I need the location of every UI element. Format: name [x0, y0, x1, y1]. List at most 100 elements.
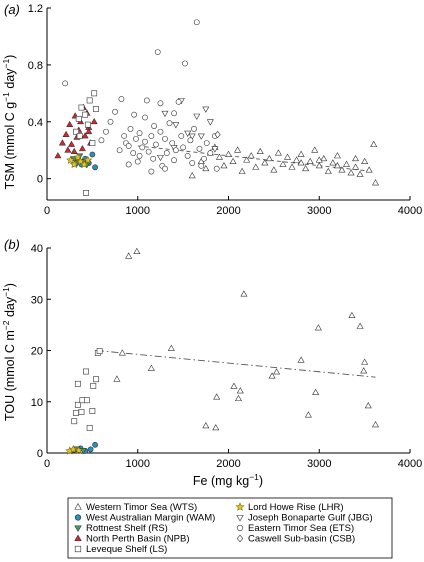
data-point-ets	[171, 157, 177, 164]
panel-b: (b) 0 10 20 30 40 0 1000 2000 3000 4000 TOU (mmol…	[1, 237, 422, 488]
data-point-wts	[347, 169, 355, 176]
legend: Western Timor Sea (WTS)West Australian M…	[67, 497, 393, 559]
data-point-lhr	[83, 155, 93, 164]
data-point-ets	[121, 133, 128, 139]
x-tick-label: 0	[44, 205, 50, 217]
data-point-wts	[364, 402, 372, 409]
panel-b-x-axis-label: Fe (mg kg−1)	[193, 472, 263, 488]
data-point-wts	[188, 172, 196, 179]
data-point-wts	[348, 311, 356, 319]
data-point-ets	[148, 133, 155, 139]
y-tick-label: 10	[31, 397, 43, 409]
data-point-ls	[74, 380, 81, 387]
data-point-npb	[54, 152, 62, 159]
data-point-wts	[370, 140, 378, 147]
data-point-ls	[76, 133, 83, 139]
data-point-ets	[98, 137, 105, 144]
data-point-ets	[203, 140, 210, 147]
data-point-ls	[89, 140, 96, 147]
data-point-wam	[92, 164, 98, 171]
data-point-ets	[143, 97, 150, 104]
y-tick-label: 0.4	[28, 117, 43, 129]
data-point-ets	[136, 130, 143, 137]
data-point-wam	[92, 441, 98, 448]
data-point-wts	[333, 162, 341, 169]
data-point-wts	[147, 364, 155, 371]
legend-marker-npb	[74, 534, 82, 542]
panel-b-y-axis-label: TOU (mmol C m−2 day−1)	[1, 283, 17, 421]
data-point-ets	[151, 123, 157, 129]
data-point-ets	[171, 110, 177, 117]
data-point-ets	[189, 160, 196, 166]
data-point-jbg	[211, 146, 219, 153]
data-point-wts	[212, 424, 220, 431]
data-point-ets	[157, 128, 164, 135]
panel-a-label: (a)	[4, 2, 20, 17]
data-point-wts	[118, 349, 126, 356]
data-point-wts	[324, 167, 332, 174]
data-point-wts	[234, 146, 242, 153]
trend-line	[137, 145, 374, 173]
data-point-wts	[265, 154, 273, 162]
x-tick-label: 0	[44, 458, 50, 470]
data-point-wts	[243, 156, 251, 163]
data-point-wts	[133, 247, 141, 254]
data-point-wts	[240, 290, 248, 297]
legend-label-npb: North Perth Basin (NPB)	[86, 534, 189, 545]
data-point-wts	[167, 344, 175, 351]
data-point-ets	[157, 100, 164, 107]
data-point-wts	[333, 152, 341, 159]
data-point-wts	[213, 393, 221, 400]
legend-marker-jbg	[236, 514, 244, 522]
data-point-wts	[234, 394, 242, 402]
data-point-ets	[125, 143, 132, 149]
data-point-ets	[175, 98, 182, 105]
data-point-lhr	[79, 159, 89, 169]
x-tick-label: 1000	[126, 205, 150, 217]
data-point-wts	[238, 167, 246, 174]
data-point-ls	[83, 368, 89, 375]
y-tick-label: 0	[37, 174, 43, 186]
legend-marker-ls	[74, 545, 82, 553]
legend-marker-wts	[74, 502, 82, 510]
data-point-wts	[338, 166, 346, 173]
data-point-ets	[154, 49, 161, 55]
x-tick-label: 3000	[307, 205, 331, 217]
data-point-ls	[78, 104, 85, 111]
data-point-ets	[142, 138, 148, 145]
data-point-ets	[196, 145, 203, 152]
x-tick-label: 4000	[398, 205, 422, 217]
data-point-wts	[113, 375, 121, 382]
data-point-wts	[202, 422, 210, 429]
data-point-wts	[360, 367, 368, 374]
data-point-wts	[329, 159, 337, 166]
data-point-ls	[83, 189, 89, 196]
data-point-ets	[172, 147, 179, 154]
x-tick-label: 1000	[126, 458, 150, 470]
data-point-ls	[91, 90, 98, 97]
data-point-jbg	[202, 106, 210, 113]
data-point-ls	[90, 382, 97, 389]
y-tick-label: 1.2	[28, 3, 43, 15]
data-point-ls	[73, 410, 79, 416]
data-point-jbg	[193, 113, 201, 120]
data-point-wts	[202, 164, 210, 172]
panel-b-points	[65, 247, 380, 455]
data-point-npb	[81, 132, 89, 139]
data-point-wam	[87, 446, 94, 453]
data-point-wts	[361, 358, 369, 365]
data-point-ets	[180, 144, 187, 151]
data-point-ets	[148, 168, 155, 175]
data-point-ets	[139, 144, 146, 151]
data-point-wts	[365, 166, 373, 173]
legend-label-ets: Eastern Timor Sea (ETS)	[248, 523, 354, 534]
panel-a-points	[54, 19, 380, 196]
data-point-ets	[191, 125, 197, 132]
data-point-wts	[320, 154, 328, 162]
data-point-wts	[352, 154, 360, 162]
data-point-ets	[103, 128, 109, 135]
data-point-jbg	[188, 133, 196, 140]
data-point-wts	[361, 157, 369, 164]
trend-line	[96, 350, 376, 378]
data-point-wts	[268, 372, 276, 379]
